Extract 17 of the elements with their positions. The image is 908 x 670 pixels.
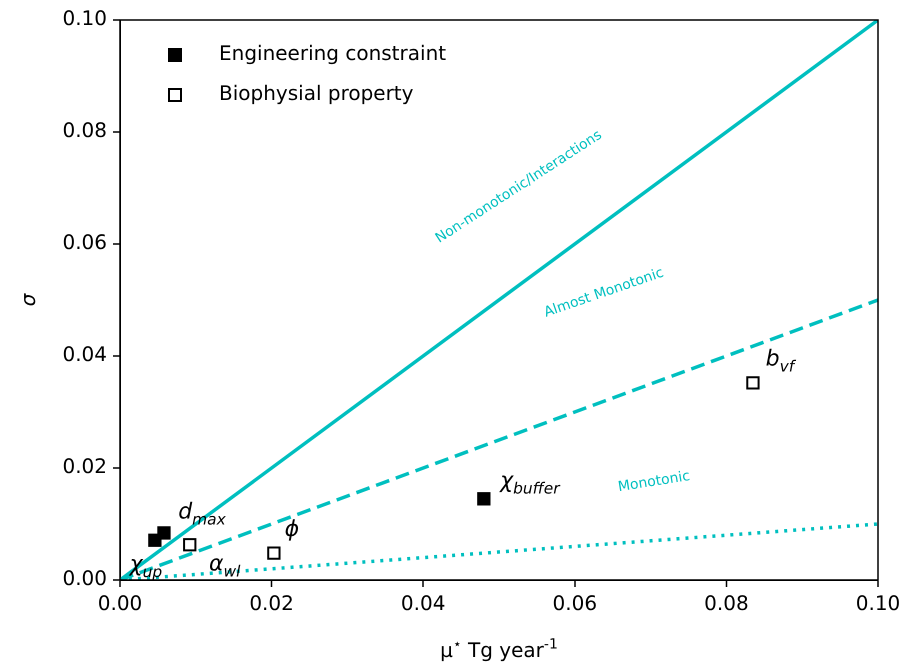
x-tick-label: 0.00 (98, 591, 142, 616)
y-axis-title: σ (16, 292, 40, 306)
x-tick-label: 0.02 (249, 591, 294, 616)
y-tick-label: 0.10 (62, 6, 107, 30)
annotation: Monotonic (616, 468, 692, 496)
legend-label: Biophysial property (219, 81, 414, 106)
y-tick-label: 0.06 (62, 230, 107, 254)
x-tick-label: 0.06 (552, 591, 598, 616)
y-tick-label: 0.04 (62, 342, 107, 366)
y-tick-label: 0.08 (62, 118, 107, 142)
y-tick-label: 0.02 (62, 454, 107, 478)
x-tick-label: 0.04 (400, 591, 446, 616)
y-tick-label: 0.00 (62, 566, 107, 590)
x-tick-label: 0.10 (856, 591, 900, 616)
annotation: ϕ (284, 516, 300, 542)
legend-label: Engineering constraint (219, 41, 446, 66)
x-tick-label: 0.08 (704, 591, 749, 616)
